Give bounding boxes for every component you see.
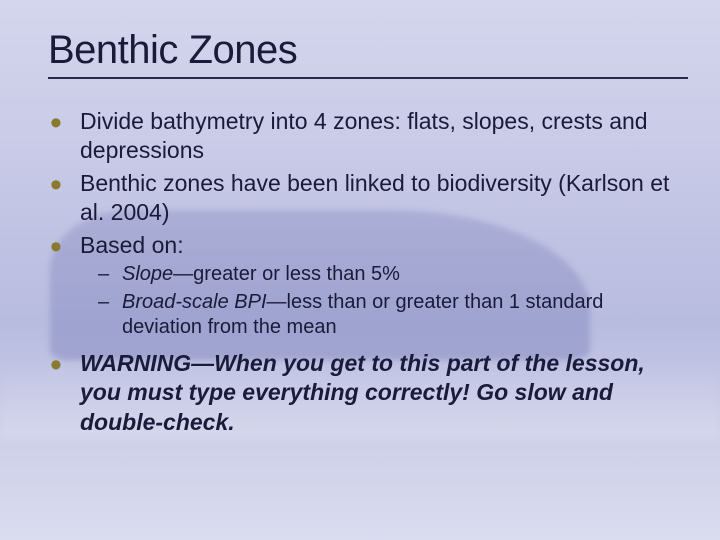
bullet-item: Benthic zones have been linked to biodiv… [48,169,680,228]
sub-bullet-text: —greater or less than 5% [173,263,400,285]
sub-bullet-item: Slope—greater or less than 5% [94,262,680,288]
bullet-text: Divide bathymetry into 4 zones: flats, s… [80,108,648,163]
slide-title: Benthic Zones [48,28,680,73]
bullet-item: Based on: Slope—greater or less than 5% … [48,231,680,341]
title-underline [48,77,688,79]
bullet-list: Divide bathymetry into 4 zones: flats, s… [48,107,680,437]
sub-bullet-emphasis: Slope [122,263,173,285]
bullet-text: Based on: [80,232,184,258]
sub-bullet-emphasis: Broad-scale BPI [122,291,267,313]
bullet-text: Benthic zones have been linked to biodiv… [80,170,669,225]
slide-content: Benthic Zones Divide bathymetry into 4 z… [0,0,720,460]
warning-text: WARNING—When you get to this part of the… [80,350,645,435]
sub-bullet-item: Broad-scale BPI—less than or greater tha… [94,290,680,341]
sub-bullet-list: Slope—greater or less than 5% Broad-scal… [80,262,680,341]
bullet-item: WARNING—When you get to this part of the… [48,349,680,437]
bullet-item: Divide bathymetry into 4 zones: flats, s… [48,107,680,166]
